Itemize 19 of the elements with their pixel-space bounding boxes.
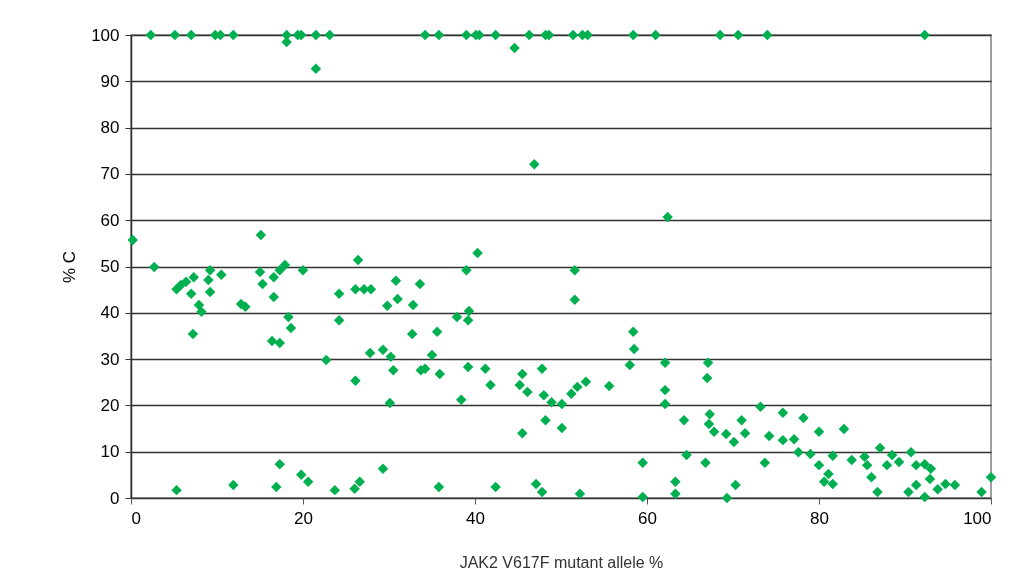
y-tick-label: 20 [100, 395, 120, 415]
x-tick-label: 100 [963, 508, 992, 528]
y-axis-title: % C [60, 250, 80, 284]
y-tick-label: 80 [100, 118, 120, 138]
y-tick-label: 70 [100, 164, 120, 184]
x-axis-title: JAK2 V617F mutant allele % [459, 553, 664, 571]
y-tick-label: 50 [100, 257, 120, 276]
y-tick-label: 0 [110, 488, 120, 508]
y-tick-label: 100 [91, 25, 120, 45]
y-tick-label: 60 [100, 210, 120, 230]
y-tick-label: 10 [100, 442, 120, 462]
x-tick-label: 60 [638, 508, 657, 528]
x-tick-label: 20 [294, 508, 313, 528]
x-tick-label: 40 [466, 508, 485, 528]
y-tick-label: 90 [100, 71, 120, 91]
y-tick-label: 40 [100, 303, 120, 323]
x-tick-label: 80 [810, 508, 829, 528]
y-tick-label: 30 [100, 349, 120, 369]
x-tick-label: 0 [131, 508, 141, 528]
